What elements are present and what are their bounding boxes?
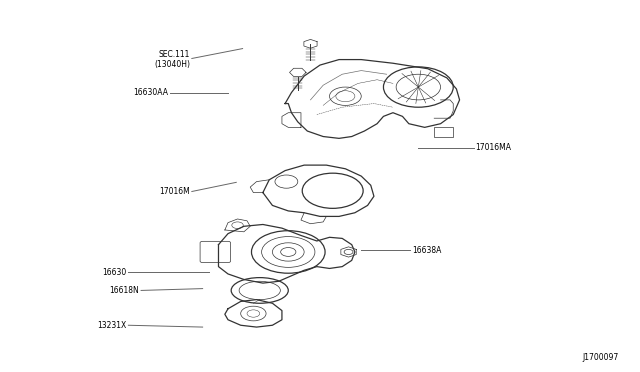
Text: 16630: 16630 — [102, 267, 127, 277]
Text: J1700097: J1700097 — [582, 353, 618, 362]
Text: 17016MA: 17016MA — [476, 143, 511, 152]
Text: SEC.111
(13040H): SEC.111 (13040H) — [154, 50, 190, 69]
Text: 13231X: 13231X — [97, 321, 127, 330]
Text: 16638A: 16638A — [412, 246, 442, 254]
Text: 16618N: 16618N — [109, 286, 139, 295]
Text: 16630AA: 16630AA — [132, 88, 168, 97]
Bar — [434, 127, 453, 137]
Text: 17016M: 17016M — [159, 187, 190, 196]
